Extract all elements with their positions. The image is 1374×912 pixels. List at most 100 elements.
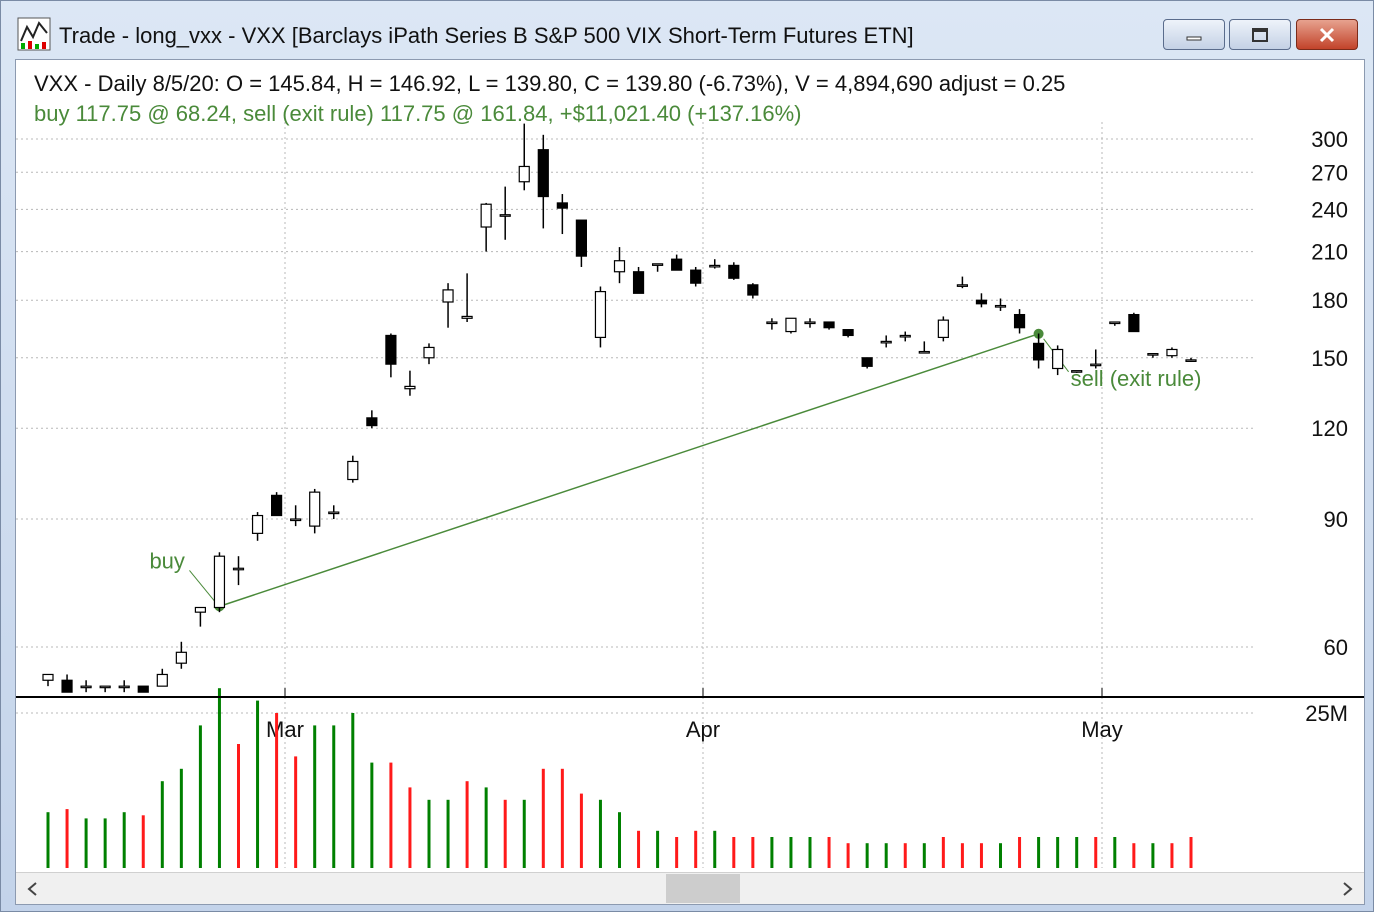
candle-body-up xyxy=(937,319,949,339)
axes: 60 90 120 150 180 210 240 270 300 Mar Apr May 25M xyxy=(266,127,1348,742)
candle-body-up xyxy=(518,165,530,183)
y-tick-label: 240 xyxy=(1311,197,1348,222)
candle-body-up xyxy=(480,203,492,228)
candle-body-up xyxy=(613,260,626,273)
volume-bar xyxy=(522,799,526,868)
volume-bar xyxy=(884,843,888,868)
volume-bar xyxy=(732,837,736,868)
candle-body-up xyxy=(880,340,892,344)
candle-body-up xyxy=(956,284,969,287)
volume-bar xyxy=(370,762,374,868)
candle-body-down xyxy=(975,299,988,305)
volume-bar xyxy=(160,781,164,868)
y-tick-label: 120 xyxy=(1311,416,1348,441)
trade-markers: buy sell (exit rule) xyxy=(149,328,1201,612)
title-bar[interactable]: Trade - long_vxx - VXX [Barclays iPath S… xyxy=(1,1,1373,59)
volume-bar xyxy=(1151,843,1155,868)
candle-body-down xyxy=(1013,313,1026,329)
candle-body-down xyxy=(861,357,873,367)
candle-body-up xyxy=(99,685,111,689)
volume-bar xyxy=(1170,843,1174,868)
candle-body-up xyxy=(1052,348,1064,370)
volume-bar xyxy=(465,781,469,868)
candle-body-down xyxy=(537,149,549,198)
chart-area[interactable]: VXX - Daily 8/5/20: O = 145.84, H = 146.… xyxy=(15,59,1365,905)
chart-app-icon xyxy=(17,17,51,51)
candle-body-up xyxy=(766,321,778,325)
volume-bar xyxy=(1113,837,1117,868)
candle-body-down xyxy=(747,284,759,296)
candle-body-up xyxy=(1166,348,1178,357)
volume-bar xyxy=(1018,837,1022,868)
candle-body-up xyxy=(1147,353,1159,356)
candle-body-down xyxy=(728,264,740,279)
quote-line: VXX - Daily 8/5/20: O = 145.84, H = 146.… xyxy=(34,71,1065,96)
maximize-button[interactable] xyxy=(1229,19,1291,50)
price-chart[interactable]: VXX - Daily 8/5/20: O = 145.84, H = 146.… xyxy=(16,60,1364,872)
volume-bar xyxy=(389,762,393,868)
volume-bar xyxy=(598,799,602,868)
y-tick-label: 270 xyxy=(1311,160,1348,185)
minimize-button[interactable] xyxy=(1163,19,1225,50)
volume-bar xyxy=(256,700,260,868)
volume-bar xyxy=(827,837,831,868)
candle-body-up xyxy=(80,685,92,689)
scroll-thumb[interactable] xyxy=(666,874,740,903)
volume-bar xyxy=(179,768,183,868)
volume-bar xyxy=(1189,837,1193,868)
volume-bar xyxy=(198,725,202,868)
volume-bar xyxy=(313,725,317,868)
volume-bar xyxy=(1075,837,1079,868)
volume-bar xyxy=(979,843,983,868)
volume-bar xyxy=(637,830,641,868)
volume-bar xyxy=(427,799,431,868)
volume-bar xyxy=(846,843,850,868)
candle-body-down xyxy=(61,679,73,693)
volume-bar xyxy=(618,812,621,868)
candle-body-up xyxy=(1071,370,1083,373)
candle-body-up xyxy=(594,290,607,339)
volume-bar xyxy=(484,787,488,868)
candle-body-up xyxy=(290,518,302,522)
trade-summary-line: buy 117.75 @ 68.24, sell (exit rule) 117… xyxy=(34,101,802,126)
candle-body-up xyxy=(328,511,340,515)
scroll-left-arrow-icon[interactable] xyxy=(16,873,50,905)
buy-label: buy xyxy=(149,548,184,573)
candle-body-up xyxy=(994,304,1007,308)
volume-bar xyxy=(960,843,964,868)
candle-body-up xyxy=(899,334,911,338)
volume-bar xyxy=(1056,837,1060,868)
candle-body-down xyxy=(366,417,378,427)
volume-bar xyxy=(560,768,564,868)
candle-body-down xyxy=(575,219,588,257)
volume-bar xyxy=(675,837,679,868)
candle-body-down xyxy=(823,321,835,329)
candle-body-up xyxy=(42,673,54,681)
candle-body-up xyxy=(1090,363,1102,367)
volume-bar xyxy=(1132,843,1136,868)
volume-bar xyxy=(294,756,298,868)
candle-body-up xyxy=(461,315,473,319)
volume-bar xyxy=(103,818,107,868)
volume-bar xyxy=(351,713,355,868)
candle-body-down xyxy=(632,271,645,294)
candle-body-down xyxy=(271,494,283,517)
volume-bar xyxy=(1037,837,1041,868)
candles xyxy=(42,123,1197,693)
y-tick-label: 210 xyxy=(1311,240,1348,265)
candle-body-up xyxy=(804,321,816,325)
candle-body-up xyxy=(309,491,321,527)
volume-bar xyxy=(941,837,945,868)
volume-bar xyxy=(275,713,279,868)
volume-bar xyxy=(217,688,221,868)
candle-body-up xyxy=(194,606,206,613)
volume-bar xyxy=(141,815,145,868)
horizontal-scrollbar[interactable] xyxy=(16,872,1364,905)
candle-body-up xyxy=(918,350,930,354)
scroll-right-arrow-icon[interactable] xyxy=(1330,873,1364,905)
candle-body-up xyxy=(423,346,435,359)
close-button[interactable] xyxy=(1296,19,1358,50)
buy-pointer xyxy=(189,570,217,604)
grid xyxy=(16,122,1254,868)
volume-bar xyxy=(541,768,545,868)
